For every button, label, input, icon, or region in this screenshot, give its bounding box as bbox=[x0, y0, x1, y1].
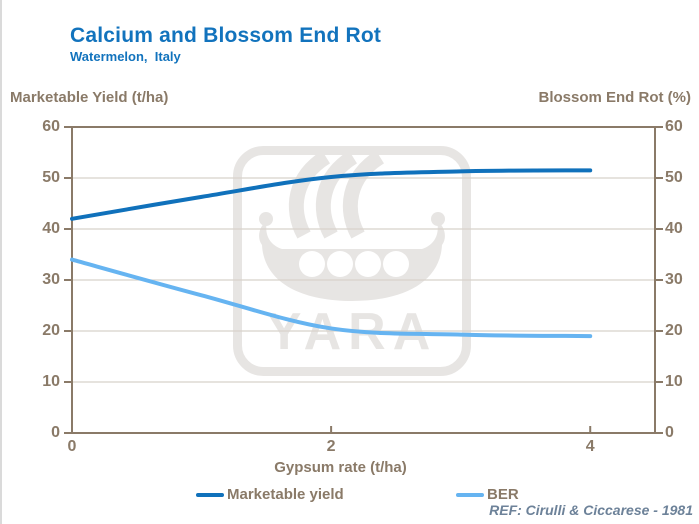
legend-swatch-ber bbox=[456, 492, 484, 497]
y-axis-tick-label-left: 40 bbox=[42, 220, 60, 237]
y-axis-tick-label-right: 60 bbox=[665, 118, 683, 135]
y-axis-tick-label-right: 40 bbox=[665, 220, 683, 237]
right-axis-title: Blossom End Rot (%) bbox=[538, 89, 692, 106]
x-axis-title: Gypsum rate (t/ha) bbox=[274, 459, 407, 476]
x-axis-tick-label: 0 bbox=[67, 438, 77, 455]
watermark-sails bbox=[288, 150, 385, 239]
watermark-shields bbox=[299, 251, 409, 277]
y-axis-tick-label-left: 0 bbox=[51, 424, 60, 441]
y-axis-tick-label-right: 50 bbox=[665, 169, 683, 186]
y-axis-tick-label-left: 60 bbox=[42, 118, 60, 135]
y-axis-tick-label-right: 30 bbox=[665, 271, 683, 288]
chart-title: Calcium and Blossom End Rot bbox=[70, 24, 382, 47]
ber-line bbox=[70, 257, 593, 339]
y-axis-tick-label-left: 20 bbox=[42, 322, 60, 339]
legend-swatch-marketable-yield bbox=[196, 492, 224, 497]
legend-label-marketable-yield: Marketable yield bbox=[227, 486, 344, 503]
chart-subtitle: Watermelon, Italy bbox=[70, 49, 181, 64]
y-axis-tick-label-left: 50 bbox=[42, 169, 60, 186]
legend-item-ber: BER bbox=[456, 486, 519, 503]
y-axis-tick-label-right: 20 bbox=[665, 322, 683, 339]
y-axis-tick-label-right: 0 bbox=[665, 424, 674, 441]
y-axis-tick-label-left: 30 bbox=[42, 271, 60, 288]
legend-label-ber: BER bbox=[487, 486, 519, 503]
left-axis-title: Marketable Yield (t/ha) bbox=[10, 89, 169, 106]
reference-text: REF: Cirulli & Ciccarese - 1981 bbox=[489, 502, 693, 518]
x-axis-tick-label: 2 bbox=[326, 438, 336, 455]
y-axis-tick-label-left: 10 bbox=[42, 373, 60, 390]
marketable-yield-line bbox=[70, 168, 593, 221]
x-axis-tick-label: 4 bbox=[585, 438, 595, 455]
legend-item-marketable-yield: Marketable yield bbox=[196, 486, 344, 503]
y-axis-tick-label-right: 10 bbox=[665, 373, 683, 390]
